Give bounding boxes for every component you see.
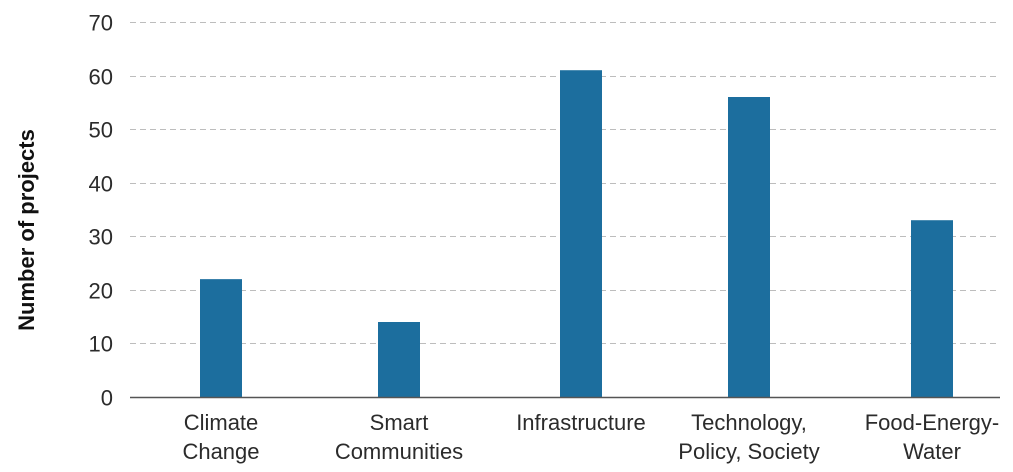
x-category-label-line: Communities: [335, 439, 463, 464]
bar-2: [378, 322, 420, 397]
x-category-label-line: Smart: [370, 410, 429, 435]
x-category-label-1: Climate Change: [182, 410, 259, 464]
y-tick-label-60: 60: [89, 65, 113, 90]
x-category-label-line: Food-Energy-: [865, 410, 1000, 435]
x-category-label-4: Technology, Policy, Society: [678, 410, 819, 464]
y-tick-label-10: 10: [89, 332, 113, 357]
x-category-label-line: Infrastructure: [516, 410, 646, 435]
bar-4: [728, 97, 770, 397]
bar-3: [560, 70, 602, 397]
bars: [200, 70, 953, 397]
bar-5: [911, 220, 953, 397]
x-category-label-line: Policy, Society: [678, 439, 819, 464]
x-category-label-line: Technology,: [691, 410, 807, 435]
y-tick-label-50: 50: [89, 118, 113, 143]
y-tick-label-0: 0: [101, 386, 113, 411]
y-tick-label-30: 30: [89, 225, 113, 250]
labels: 0 10 20 30 40 50 60 70 Climate Change Smart Communi…: [89, 11, 1000, 465]
x-category-label-line: Climate: [184, 410, 259, 435]
y-tick-label-70: 70: [89, 11, 113, 36]
x-category-label-2: Smart Communities: [335, 410, 463, 464]
x-category-label-line: Water: [903, 439, 961, 464]
x-category-label-3: Infrastructure: [516, 410, 646, 435]
bar-1: [200, 279, 242, 397]
x-category-label-line: Change: [182, 439, 259, 464]
y-tick-label-20: 20: [89, 279, 113, 304]
y-tick-label-40: 40: [89, 172, 113, 197]
y-axis-title: Number of projects: [14, 129, 39, 331]
x-category-label-5: Food-Energy- Water: [865, 410, 1000, 464]
